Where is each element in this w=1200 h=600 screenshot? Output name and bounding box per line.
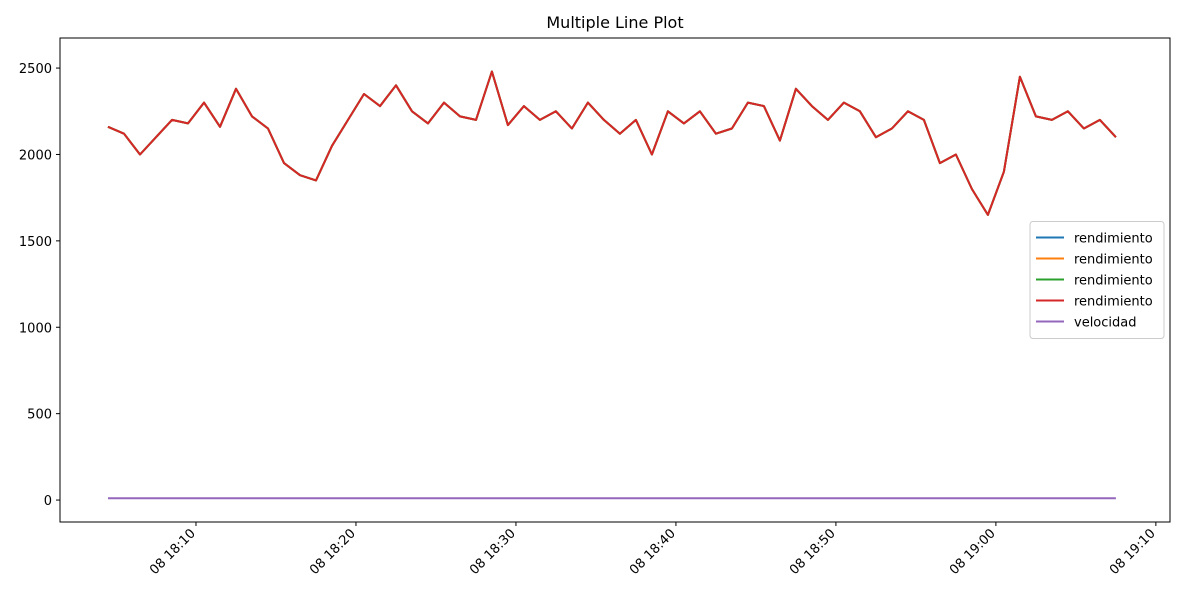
y-tick-label: 0 <box>44 494 52 509</box>
y-tick-label: 500 <box>27 408 52 423</box>
x-tick-label: 08 18:40 <box>627 526 679 578</box>
x-tick-label: 08 18:50 <box>787 526 839 578</box>
legend-label: velocidad <box>1074 316 1137 331</box>
legend-label: rendimiento <box>1074 232 1153 247</box>
plot-frame <box>59 37 1171 523</box>
chart-title: Multiple Line Plot <box>546 13 683 32</box>
x-tick-label: 08 19:10 <box>1107 526 1159 578</box>
y-tick-label: 1500 <box>19 235 52 250</box>
line <box>107 70 1117 216</box>
x-tick-label: 08 19:00 <box>947 526 999 578</box>
legend-label: rendimiento <box>1074 253 1153 268</box>
y-tick-label: 2000 <box>19 148 52 163</box>
x-tick-label: 08 18:30 <box>467 526 519 578</box>
line <box>107 70 1117 216</box>
legend-box <box>1029 221 1165 339</box>
legend: rendimiento rendimiento rendimiento rendimi… <box>1029 221 1165 339</box>
line <box>107 70 1117 216</box>
x-tick-label: 08 18:10 <box>147 526 199 578</box>
legend-label: rendimiento <box>1074 274 1153 289</box>
y-tick-label: 2500 <box>19 62 52 77</box>
line <box>107 70 1117 216</box>
x-tick-label: 08 18:20 <box>307 526 359 578</box>
y-tick-label: 1000 <box>19 321 52 336</box>
legend-label: rendimiento <box>1074 295 1153 310</box>
